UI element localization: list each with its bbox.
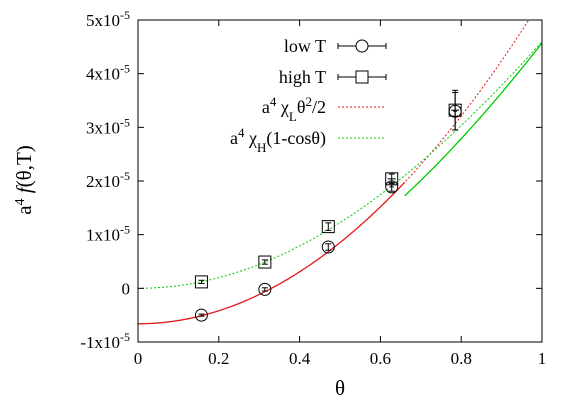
svg-text:a4 f(θ,T): a4 f(θ,T) xyxy=(12,145,36,215)
data-point-high-t xyxy=(385,172,399,186)
data-point-high-t xyxy=(258,255,272,269)
solid-curve-1 xyxy=(137,181,406,325)
fit-curve-dotted-1 xyxy=(137,20,529,325)
data-point-low-t xyxy=(321,240,335,254)
legend-label-1: low T xyxy=(284,36,326,56)
x-axis-ticks: 0 0.2 0.4 0.6 0.8 1 xyxy=(134,20,547,368)
plot-frame xyxy=(137,19,543,343)
x-axis-label: θ xyxy=(335,376,345,400)
y-tick-label: 5x10-5 xyxy=(86,8,130,30)
fit-curves xyxy=(137,20,543,325)
legend-label-fit-2: a4 χH(1-cosθ) xyxy=(230,125,326,155)
y-tick-label: 0 xyxy=(122,279,131,298)
x-tick-label: 1 xyxy=(538,349,547,368)
legend: low T high T a4 χLθ2/2a4 χH(1-cosθ) xyxy=(230,36,387,155)
legend-marker-square xyxy=(355,70,369,84)
y-tick-label: 4x10-5 xyxy=(86,62,130,84)
data-point-high-t xyxy=(321,220,335,234)
legend-marker-circle xyxy=(355,39,369,53)
data-series xyxy=(194,89,462,322)
legend-label-2: high T xyxy=(279,67,326,87)
fit-curve-dotted-2 xyxy=(137,41,543,289)
y-tick-label: 1x10-5 xyxy=(86,223,130,245)
x-tick-label: 0.2 xyxy=(208,349,229,368)
data-point-high-t xyxy=(448,103,462,117)
data-point-low-t xyxy=(258,282,272,296)
y-tick-label: 2x10-5 xyxy=(86,169,130,191)
x-tick-label: 0.8 xyxy=(451,349,472,368)
x-tick-label: 0.4 xyxy=(289,349,311,368)
y-axis-ticks: -1x10-5 0 1x10-5 2x10-5 3x10-5 4x10-5 5x10-5 xyxy=(80,8,542,352)
data-point-low-t xyxy=(194,308,208,322)
legend-label-fit-1: a4 χLθ2/2 xyxy=(262,94,326,124)
y-axis-label: a4 f(θ,T) xyxy=(12,145,36,215)
data-point-high-t xyxy=(194,275,208,289)
y-tick-label: -1x10-5 xyxy=(80,330,130,352)
x-tick-label: 0 xyxy=(134,349,143,368)
solid-curve-2 xyxy=(404,42,543,197)
x-tick-label: 0.6 xyxy=(370,349,391,368)
y-tick-label: 3x10-5 xyxy=(86,115,130,137)
